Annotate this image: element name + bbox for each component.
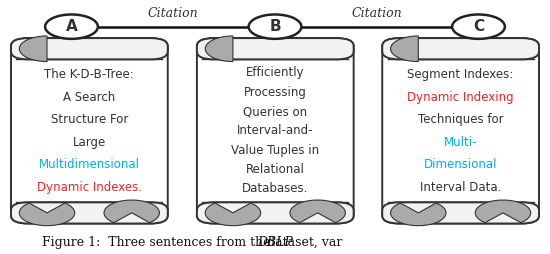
Text: Value Tuples in: Value Tuples in	[231, 144, 320, 157]
Wedge shape	[390, 203, 446, 226]
Text: A: A	[65, 19, 78, 34]
Wedge shape	[205, 203, 261, 226]
FancyBboxPatch shape	[382, 202, 539, 224]
Text: Queries on: Queries on	[243, 105, 307, 118]
Text: Dynamic Indexing: Dynamic Indexing	[408, 90, 514, 104]
FancyBboxPatch shape	[11, 38, 168, 59]
Text: dataset, var: dataset, var	[207, 236, 343, 249]
Text: Structure For: Structure For	[51, 113, 128, 126]
FancyBboxPatch shape	[11, 38, 168, 224]
FancyBboxPatch shape	[197, 38, 354, 224]
Wedge shape	[290, 200, 345, 223]
Text: Interval Data.: Interval Data.	[420, 181, 501, 194]
Circle shape	[45, 14, 98, 39]
Text: Relational: Relational	[246, 163, 305, 176]
Text: Dimensional: Dimensional	[424, 158, 497, 171]
Text: Techniques for: Techniques for	[418, 113, 503, 126]
Text: B: B	[269, 19, 281, 34]
Wedge shape	[475, 200, 531, 223]
Text: Figure 1:  Three sentences from the: Figure 1: Three sentences from the	[42, 236, 275, 249]
FancyBboxPatch shape	[11, 202, 168, 224]
FancyBboxPatch shape	[382, 38, 539, 224]
Text: Dynamic Indexes.: Dynamic Indexes.	[37, 181, 142, 194]
FancyBboxPatch shape	[197, 202, 354, 224]
Text: A Search: A Search	[63, 90, 116, 104]
Wedge shape	[104, 200, 160, 223]
Wedge shape	[19, 203, 75, 226]
Text: Large: Large	[73, 136, 106, 149]
Circle shape	[452, 14, 505, 39]
Text: C: C	[473, 19, 484, 34]
Circle shape	[249, 14, 301, 39]
Text: Databases.: Databases.	[242, 182, 309, 195]
Wedge shape	[390, 36, 418, 61]
Text: Citation: Citation	[351, 7, 402, 21]
Text: Efficiently: Efficiently	[246, 66, 305, 80]
Text: Multi-: Multi-	[444, 136, 477, 149]
Text: Citation: Citation	[148, 7, 199, 21]
Wedge shape	[19, 36, 47, 61]
Text: The K-D-B-Tree:: The K-D-B-Tree:	[45, 68, 134, 81]
Text: Multidimensional: Multidimensional	[39, 158, 140, 171]
Text: Interval-and-: Interval-and-	[237, 124, 313, 137]
Text: DBLP: DBLP	[257, 236, 293, 249]
FancyBboxPatch shape	[197, 38, 354, 59]
Text: Segment Indexes:: Segment Indexes:	[408, 68, 514, 81]
Wedge shape	[205, 36, 233, 61]
FancyBboxPatch shape	[382, 38, 539, 59]
Text: Processing: Processing	[244, 86, 307, 99]
